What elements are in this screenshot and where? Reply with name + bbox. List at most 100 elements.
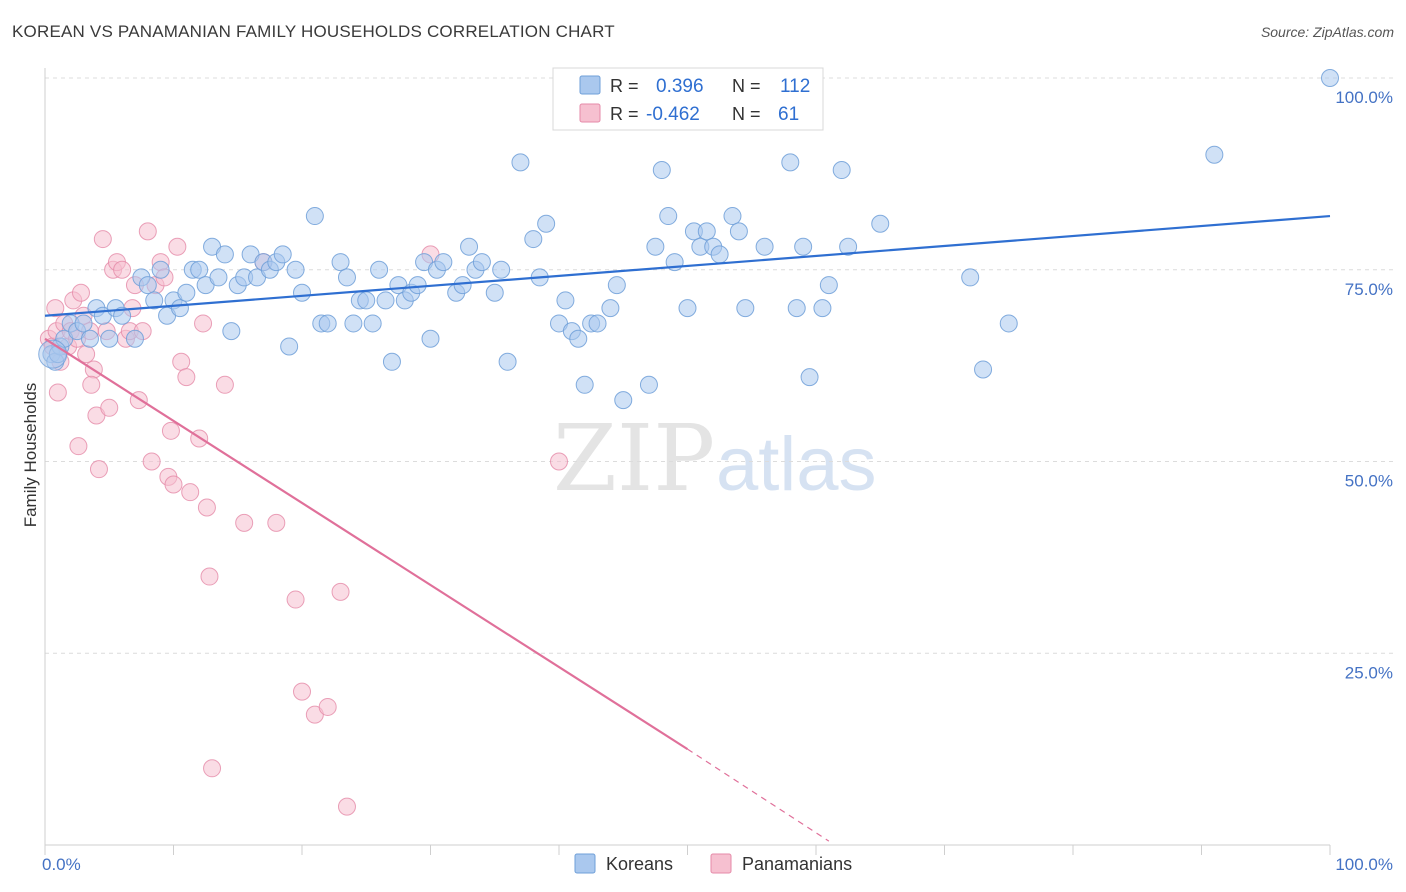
legend-r-value-1: 0.396 [656, 76, 704, 97]
korean-point [151, 260, 170, 279]
korean-point [363, 314, 382, 333]
korean-point [524, 230, 543, 249]
trend-lines [44, 214, 1331, 842]
legend-n-label-1: N = [732, 76, 761, 96]
x-tick-label-left: 0.0% [42, 855, 81, 874]
korean-point [485, 283, 504, 302]
panamanian-point [177, 368, 196, 387]
panamanian-point [337, 797, 356, 816]
koreans-points [38, 69, 1339, 410]
korean-point [601, 299, 620, 318]
korean-point [344, 314, 363, 333]
panamanian-point [69, 437, 88, 456]
korean-point [871, 214, 890, 233]
korean-point [819, 276, 838, 295]
korean-point [331, 253, 350, 272]
korean-point [729, 222, 748, 241]
korean-point [434, 253, 453, 272]
panamanian-point [267, 513, 286, 532]
korean-point [781, 153, 800, 172]
korean-point [170, 299, 189, 318]
panamanian-point [181, 483, 200, 502]
y-axis-label: Family Households [21, 383, 40, 528]
korean-point [498, 352, 517, 371]
korean-point [460, 237, 479, 256]
panamanian-point [172, 352, 191, 371]
korean-point [408, 276, 427, 295]
legend-r-label-1: R = [610, 76, 639, 96]
korean-point [646, 237, 665, 256]
koreans-swatch [579, 75, 601, 95]
korean-point [800, 368, 819, 387]
panamanian-point [318, 697, 337, 716]
korean-point [222, 322, 241, 341]
korean-point [382, 352, 401, 371]
x-tick-label-right: 100.0% [1335, 855, 1393, 874]
legend-r-value-2: -0.462 [646, 104, 700, 125]
panamanians-legend-label: Panamanians [742, 854, 852, 874]
panamanian-point [89, 460, 108, 479]
axes [44, 68, 1331, 855]
panamanian-point [550, 452, 568, 471]
panamanian-point [46, 299, 65, 318]
koreans-legend-label: Koreans [606, 854, 673, 874]
korean-point [556, 291, 575, 310]
korean-point [839, 237, 858, 256]
korean-point [145, 291, 164, 310]
watermark: ZIP atlas [553, 405, 877, 512]
panamanians-swatch [579, 103, 601, 123]
korean-point [710, 245, 729, 264]
legend-n-value-1: 112 [780, 76, 810, 97]
korean-point [974, 360, 993, 379]
korean-point [607, 276, 626, 295]
koreans-trend-line [44, 214, 1331, 317]
korean-point [190, 260, 209, 279]
korean-point [588, 314, 607, 333]
korean-point [575, 375, 594, 394]
korean-point [537, 214, 556, 233]
panamanian-point [168, 237, 187, 256]
korean-point [697, 222, 716, 241]
panamanian-point [197, 498, 216, 517]
korean-point [472, 253, 491, 272]
panamanian-point [100, 398, 119, 417]
korean-point [639, 375, 658, 394]
panamanian-point [71, 283, 90, 302]
korean-point [138, 276, 157, 295]
source-label: Source: ZipAtlas.com [1260, 24, 1394, 40]
korean-point [357, 291, 376, 310]
panamanian-point [142, 452, 161, 471]
korean-point [318, 314, 337, 333]
korean-point [794, 237, 813, 256]
korean-point [125, 329, 144, 348]
panamanian-point [164, 475, 183, 494]
chart-title: KOREAN VS PANAMANIAN FAMILY HOUSEHOLDS C… [12, 22, 615, 41]
korean-point [1321, 69, 1339, 87]
korean-point [286, 260, 305, 279]
korean-point [569, 329, 588, 348]
korean-point [511, 153, 530, 172]
legend-n-value-2: 61 [778, 104, 799, 125]
panamanian-point [138, 222, 157, 241]
panamanians-trend-extension [687, 748, 830, 842]
korean-point [787, 299, 806, 318]
korean-point [80, 329, 99, 348]
korean-point [652, 161, 671, 180]
panamanian-point [194, 314, 213, 333]
korean-point [215, 245, 234, 264]
korean-point [100, 329, 119, 348]
korean-point [74, 314, 93, 333]
korean-point [999, 314, 1018, 333]
korean-point [659, 207, 678, 226]
y-tick-label: 100.0% [1335, 88, 1393, 107]
panamanians-trend-line [44, 337, 689, 751]
panamanian-point [215, 375, 234, 394]
korean-point [337, 268, 356, 287]
panamanian-point [200, 567, 219, 586]
panamanian-point [203, 759, 222, 778]
y-tick-label: 75.0% [1345, 280, 1393, 299]
korean-point [453, 276, 472, 295]
korean-point [755, 237, 774, 256]
watermark-atlas: atlas [716, 422, 877, 507]
korean-point [736, 299, 755, 318]
